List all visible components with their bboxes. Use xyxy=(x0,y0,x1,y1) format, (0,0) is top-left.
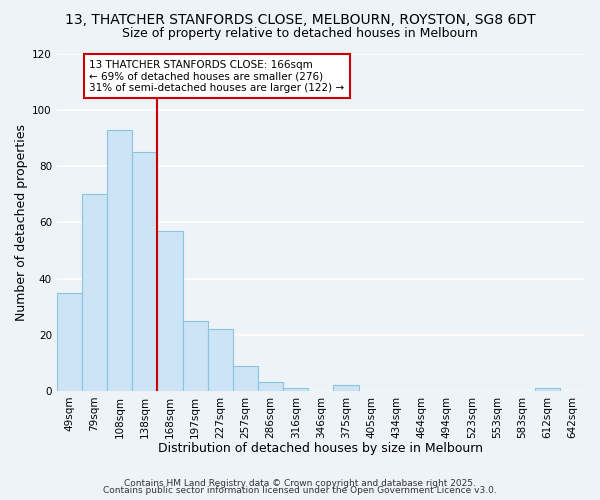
Text: 13, THATCHER STANFORDS CLOSE, MELBOURN, ROYSTON, SG8 6DT: 13, THATCHER STANFORDS CLOSE, MELBOURN, … xyxy=(65,12,535,26)
Bar xyxy=(182,320,208,391)
Bar xyxy=(258,382,283,391)
X-axis label: Distribution of detached houses by size in Melbourn: Distribution of detached houses by size … xyxy=(158,442,484,455)
Bar xyxy=(82,194,107,391)
Bar xyxy=(535,388,560,391)
Bar xyxy=(233,366,258,391)
Text: Contains public sector information licensed under the Open Government Licence v3: Contains public sector information licen… xyxy=(103,486,497,495)
Text: Size of property relative to detached houses in Melbourn: Size of property relative to detached ho… xyxy=(122,28,478,40)
Y-axis label: Number of detached properties: Number of detached properties xyxy=(15,124,28,321)
Bar xyxy=(208,329,233,391)
Bar xyxy=(57,292,82,391)
Text: 13 THATCHER STANFORDS CLOSE: 166sqm
← 69% of detached houses are smaller (276)
3: 13 THATCHER STANFORDS CLOSE: 166sqm ← 69… xyxy=(89,60,344,93)
Bar xyxy=(334,385,359,391)
Bar xyxy=(132,152,157,391)
Bar xyxy=(107,130,132,391)
Text: Contains HM Land Registry data © Crown copyright and database right 2025.: Contains HM Land Registry data © Crown c… xyxy=(124,478,476,488)
Bar xyxy=(157,231,182,391)
Bar xyxy=(283,388,308,391)
